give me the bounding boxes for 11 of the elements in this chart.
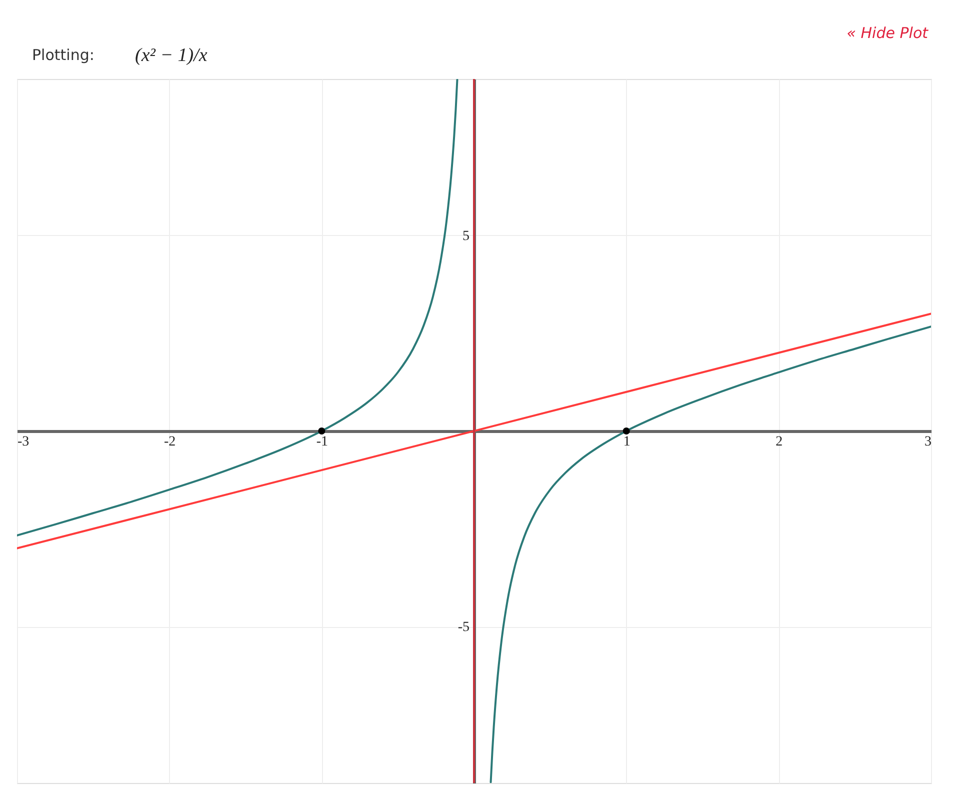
x-tick-label: 1 bbox=[623, 434, 630, 450]
y-tick-label: 5 bbox=[462, 228, 470, 244]
x-tick-label: -1 bbox=[316, 434, 328, 450]
x-tick-label: -3 bbox=[18, 434, 30, 450]
x-tick-label: 3 bbox=[924, 434, 932, 450]
chart-title: Plotting: bbox=[32, 46, 94, 64]
y-tick-label: -5 bbox=[458, 620, 470, 636]
x-tick-label: 2 bbox=[776, 434, 783, 450]
chart-subtitle: (x² − 1)/x bbox=[135, 45, 208, 66]
text: « Hide Plot bbox=[846, 24, 930, 42]
x-tick-label: -2 bbox=[164, 434, 176, 450]
